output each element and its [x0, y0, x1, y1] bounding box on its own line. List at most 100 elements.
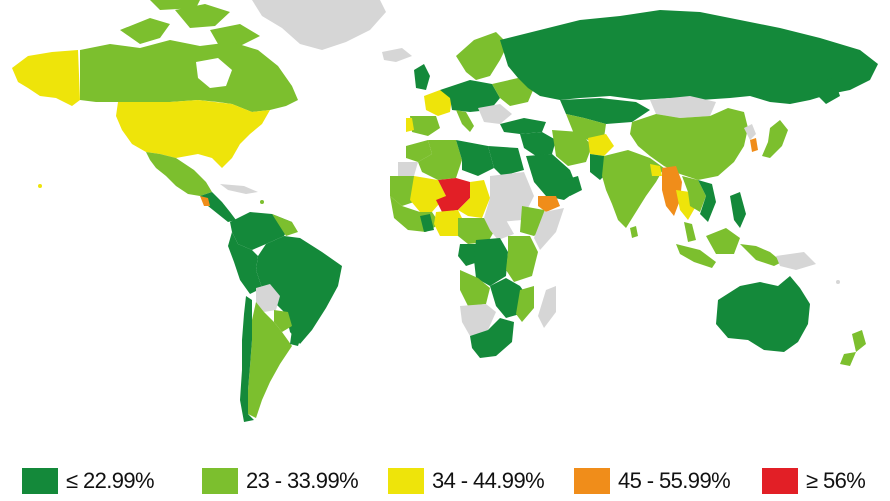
region-chile [240, 296, 254, 422]
region-myanmar [662, 166, 682, 216]
legend-item-very-low: ≤ 22.99% [22, 466, 155, 496]
region-guianas [272, 214, 298, 236]
region-indonesia-west [676, 244, 716, 268]
legend-label-low: 23 - 33.99% [246, 468, 359, 493]
region-argentina [248, 302, 292, 418]
region-malay-peninsula [684, 222, 696, 242]
region-russia-far-east [816, 78, 840, 104]
region-sudan [484, 172, 534, 222]
legend-item-high: 45 - 55.99% [574, 466, 731, 496]
world-map-svg [12, 0, 878, 422]
region-alaska [12, 50, 80, 106]
region-western-sahara [398, 162, 418, 176]
legend-swatch-moderate [388, 468, 424, 494]
region-hudson-bay [196, 58, 232, 88]
legend-item-moderate: 34 - 44.99% [388, 466, 545, 496]
legend-swatch-low [202, 468, 238, 494]
region-new-zealand [840, 330, 866, 366]
region-portugal [406, 118, 414, 132]
region-vietnam [698, 180, 716, 222]
region-middle-east-north [520, 132, 556, 156]
region-north-korea [744, 124, 756, 140]
region-hawaii [38, 184, 42, 188]
region-afghanistan [588, 134, 614, 156]
region-sri-lanka [630, 226, 638, 238]
legend-item-very-high: ≥ 56% [762, 466, 866, 496]
region-russia [500, 10, 878, 104]
region-philippines [730, 192, 746, 228]
region-central-america [200, 192, 236, 222]
region-uk-ireland [414, 64, 430, 90]
legend-label-high: 45 - 55.99% [618, 468, 731, 493]
legend-label-moderate: 34 - 44.99% [432, 468, 545, 493]
region-balkans [478, 104, 512, 124]
region-china [630, 108, 748, 180]
region-australia [716, 276, 810, 352]
region-new-guinea [776, 252, 816, 270]
region-iceland [382, 48, 412, 62]
region-east-africa [506, 236, 538, 282]
region-south-sudan [484, 218, 514, 240]
region-india [602, 150, 664, 228]
region-uruguay [290, 330, 302, 346]
region-madagascar [538, 286, 556, 328]
region-united-states [116, 100, 270, 168]
region-drc [474, 238, 508, 286]
region-ghana [420, 214, 434, 232]
region-greenland [252, 0, 386, 50]
region-canada [80, 40, 298, 112]
legend-swatch-high [574, 468, 610, 494]
region-angola [460, 270, 490, 306]
region-namibia-botswana [460, 304, 496, 336]
legend-swatch-very-high [762, 468, 798, 494]
region-turkey [500, 118, 546, 134]
region-mali [410, 176, 446, 212]
region-egypt [488, 146, 524, 176]
region-saudi-arabia [526, 154, 578, 200]
region-nigeria [434, 210, 464, 236]
region-iberia [410, 116, 440, 136]
map-legend: ≤ 22.99% 23 - 33.99% 34 - 44.99% 45 - 55… [22, 466, 882, 496]
region-morocco [406, 140, 432, 162]
region-kazakhstan [560, 98, 650, 124]
region-car-cameroon [458, 218, 496, 244]
region-south-africa [470, 318, 514, 358]
region-gabon-congo [458, 244, 478, 266]
region-iran [552, 130, 592, 166]
region-honduras [200, 196, 210, 206]
region-nepal-bangladesh [650, 164, 662, 176]
region-france [424, 90, 452, 116]
region-bolivia [256, 284, 280, 312]
region-caribbean-small [260, 200, 264, 204]
region-borneo [706, 228, 740, 254]
region-mexico [146, 152, 212, 196]
region-italy [456, 110, 474, 132]
region-japan [762, 120, 788, 158]
legend-item-low: 23 - 33.99% [202, 466, 359, 496]
region-mozambique [516, 286, 534, 322]
region-indonesia-east [740, 244, 782, 266]
world-map [12, 0, 878, 422]
region-laos-cambodia [682, 176, 706, 212]
region-oman [564, 176, 582, 196]
region-central-europe [440, 80, 500, 112]
legend-swatch-very-low [22, 468, 58, 494]
region-peru-ecuador [228, 232, 262, 294]
region-algeria [418, 140, 462, 180]
region-paraguay [274, 310, 292, 332]
legend-label-very-high: ≥ 56% [806, 468, 866, 493]
region-canada-arctic-islands [120, 0, 260, 46]
region-ukraine [492, 78, 534, 106]
region-scandinavia [456, 32, 508, 80]
region-yemen [538, 196, 560, 212]
region-south-korea [750, 138, 758, 152]
region-pacific-small [836, 280, 840, 284]
region-mongolia [650, 96, 716, 118]
region-colombia-venezuela [230, 212, 292, 250]
region-somalia [534, 208, 564, 250]
legend-label-very-low: ≤ 22.99% [66, 468, 155, 493]
region-niger [436, 178, 470, 212]
region-brazil [256, 236, 342, 344]
region-chad [458, 180, 490, 218]
region-libya [456, 140, 494, 176]
